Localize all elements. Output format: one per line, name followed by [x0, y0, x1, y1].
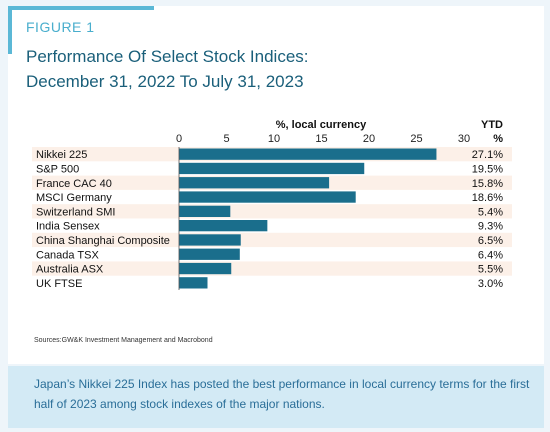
category-label: S&P 500 — [36, 163, 79, 175]
category-label: Switzerland SMI — [36, 206, 115, 218]
category-label: India Sensex — [36, 221, 100, 233]
accent-bar-top — [8, 6, 154, 10]
figure-title-line-2: December 31, 2022 To July 31, 2023 — [26, 72, 304, 91]
x-tick-label: 15 — [315, 133, 327, 145]
row-band — [32, 261, 512, 276]
value-label: 5.4% — [478, 206, 503, 218]
accent-bar-left — [8, 6, 12, 54]
x-tick-label: 0 — [176, 133, 182, 145]
bar — [179, 248, 240, 260]
x-tick-label: 20 — [363, 133, 375, 145]
bar — [179, 177, 330, 189]
bar — [179, 234, 241, 246]
value-label: 6.5% — [478, 235, 503, 247]
category-label: Australia ASX — [36, 264, 104, 276]
category-label: Canada TSX — [36, 249, 99, 261]
value-label: 9.3% — [478, 221, 503, 233]
value-label: 5.5% — [478, 264, 503, 276]
figure-label: FIGURE 1 — [26, 19, 95, 35]
value-column-unit: % — [493, 133, 503, 145]
figure-title-line-1: Performance Of Select Stock Indices: — [26, 47, 309, 66]
category-label: France CAC 40 — [36, 178, 112, 190]
bar — [179, 191, 356, 203]
row-band — [32, 204, 512, 219]
value-label: 19.5% — [472, 163, 503, 175]
category-label: MSCI Germany — [36, 192, 112, 204]
bar — [179, 162, 365, 175]
category-label: UK FTSE — [36, 278, 82, 290]
x-tick-label: 25 — [410, 133, 422, 145]
source-note: Sources:GW&K Investment Management and M… — [34, 337, 213, 344]
value-label: 27.1% — [472, 149, 503, 161]
bar — [179, 220, 268, 232]
value-column-header: YTD — [481, 119, 503, 131]
x-tick-label: 10 — [268, 133, 280, 145]
value-label: 18.6% — [472, 192, 503, 204]
category-label: Nikkei 225 — [36, 149, 87, 161]
bar — [179, 277, 208, 289]
value-label: 3.0% — [478, 278, 503, 290]
value-label: 6.4% — [478, 249, 503, 261]
row-band — [32, 232, 512, 248]
caption-text: Japan’s Nikkei 225 Index has posted the … — [34, 377, 530, 411]
x-tick-label: 30 — [458, 133, 470, 145]
x-axis-title: %, local currency — [276, 119, 367, 131]
bar — [179, 148, 437, 160]
figure-title: Performance Of Select Stock Indices: Dec… — [26, 44, 426, 94]
bar — [179, 262, 232, 275]
value-label: 15.8% — [472, 178, 503, 190]
caption-box: Japan’s Nikkei 225 Index has posted the … — [8, 366, 544, 428]
x-tick-label: 5 — [223, 133, 229, 145]
category-label: China Shanghai Composite — [36, 235, 170, 247]
bar — [179, 205, 231, 217]
